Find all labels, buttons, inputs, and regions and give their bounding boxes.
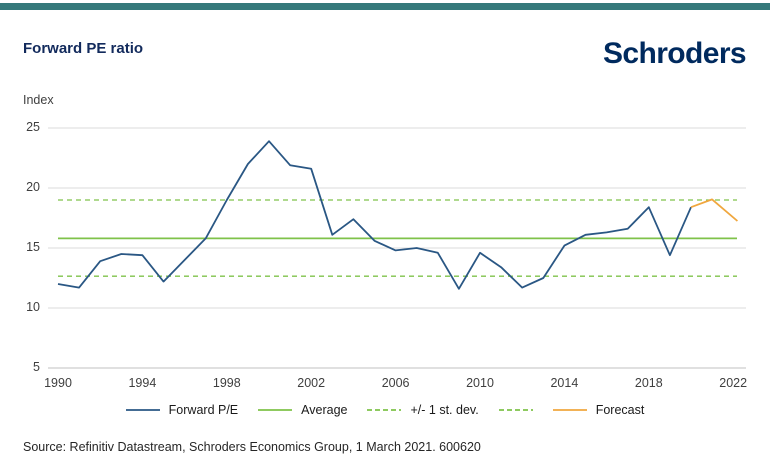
y-tick-label: 25 xyxy=(26,120,40,134)
y-axis-unit-label: Index xyxy=(23,93,54,107)
x-tick-label: 2018 xyxy=(634,376,663,390)
legend-label: +/- 1 st. dev. xyxy=(410,403,479,417)
series-forward-p-e xyxy=(57,140,692,290)
x-tick-label: 2010 xyxy=(466,376,494,390)
legend-item xyxy=(498,406,533,414)
accent-bar xyxy=(0,3,770,10)
legend-line-sample xyxy=(552,409,587,411)
legend-item: +/- 1 st. dev. xyxy=(367,403,479,417)
x-tick-label: 1998 xyxy=(212,376,241,390)
y-tick-label: 20 xyxy=(26,180,40,194)
legend-line-sample xyxy=(258,409,293,411)
legend-label: Average xyxy=(301,403,348,417)
y-tick-label: 5 xyxy=(33,360,40,374)
legend-label: Forecast xyxy=(595,403,645,417)
x-tick-label: 1990 xyxy=(44,376,72,390)
x-tick-label: 2022 xyxy=(719,376,748,390)
legend-item: Forecast xyxy=(552,403,645,417)
x-tick-label: 1994 xyxy=(128,376,157,390)
legend-item: Forward P/E xyxy=(125,403,239,417)
legend-line-sample xyxy=(498,409,533,411)
legend-item: Average xyxy=(258,403,347,417)
source-note: Source: Refinitiv Datastream, Schroders … xyxy=(23,440,481,454)
legend-line-sample xyxy=(125,409,160,411)
legend-line-sample xyxy=(367,409,402,411)
series-forecast xyxy=(690,198,739,222)
legend: Forward P/E Average +/- 1 st. dev. Forecast xyxy=(0,399,770,421)
x-tick-label: 2006 xyxy=(381,376,410,390)
y-tick-label: 10 xyxy=(26,300,40,314)
schroders-logo: Schroders xyxy=(603,37,747,70)
x-tick-label: 2002 xyxy=(297,376,326,390)
chart-title: Forward PE ratio xyxy=(23,40,144,57)
legend-label: Forward P/E xyxy=(168,403,239,417)
x-tick-label: 2014 xyxy=(550,376,579,390)
y-tick-label: 15 xyxy=(26,240,40,254)
